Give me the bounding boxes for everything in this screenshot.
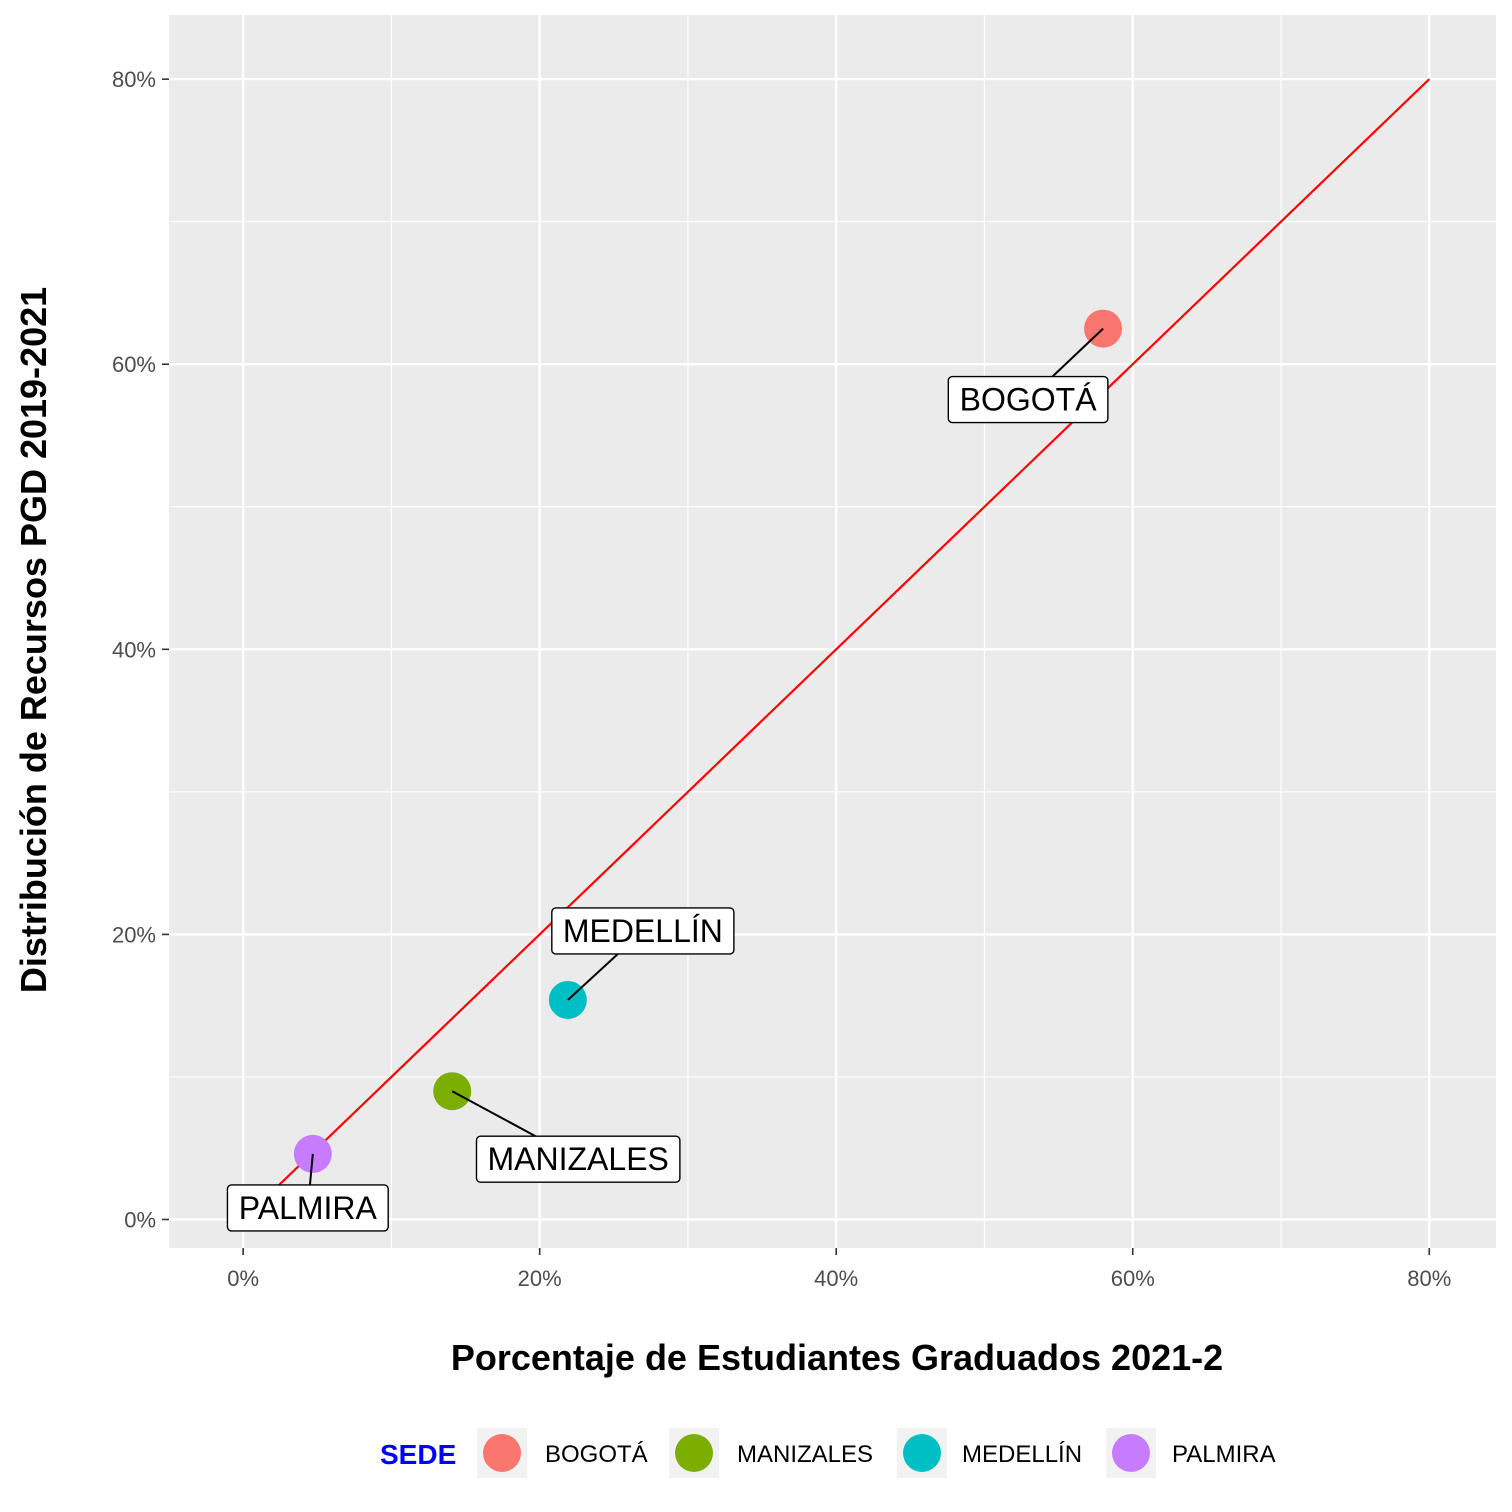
label-leader-line (451, 1090, 537, 1138)
legend-label: BOGOTÁ (545, 1441, 648, 1468)
legend-label: MEDELLÍN (962, 1441, 1082, 1468)
y-axis-title: Distribución de Recursos PGD 2019-2021 (13, 287, 54, 993)
grid-major (169, 15, 1496, 1248)
point-label-box (475, 1135, 681, 1183)
x-tick-label: 20% (518, 1266, 562, 1291)
point-label-group: BOGOTÁ (947, 375, 1109, 424)
point-label-box (947, 375, 1109, 424)
legend-key-swatch (1112, 1434, 1150, 1472)
legend-label: MANIZALES (737, 1441, 873, 1468)
legend-key-swatch (675, 1434, 713, 1472)
point-label: MEDELLÍN (563, 913, 723, 949)
reference-line-layer (274, 78, 1431, 1189)
label-leader-line (567, 953, 619, 1001)
point-label-group: MEDELLÍN (551, 907, 735, 955)
point-label-box (226, 1184, 389, 1232)
label-leader-line (308, 1153, 314, 1186)
point-label: BOGOTÁ (960, 382, 1098, 418)
y-tick-label: 80% (112, 67, 156, 92)
point-labels-layer: BOGOTÁ MANIZALES MEDELLÍN PALMIRA (226, 327, 1109, 1232)
x-tick-label: 60% (1111, 1266, 1155, 1291)
legend-label: PALMIRA (1172, 1441, 1276, 1468)
label-leader-line (1051, 327, 1104, 378)
point-label-box (551, 907, 735, 955)
legend-key-swatch (483, 1434, 521, 1472)
axis-ticks: 0% 20% 40% 60% 80% 0% 20% 40% 60% 80% (112, 67, 1451, 1291)
x-tick-label: 0% (227, 1266, 259, 1291)
y-tick-label: 60% (112, 352, 156, 377)
y-tick-label: 0% (124, 1207, 156, 1232)
y-tick-label: 40% (112, 637, 156, 662)
legend-key-swatch (903, 1434, 941, 1472)
x-tick-label: 40% (814, 1266, 858, 1291)
legend-title: SEDE (380, 1439, 456, 1470)
point-label-group: MANIZALES (475, 1135, 681, 1183)
x-axis-title: Porcentaje de Estudiantes Graduados 2021… (451, 1337, 1223, 1378)
x-tick-label: 80% (1407, 1266, 1451, 1291)
point-label-group: PALMIRA (226, 1184, 389, 1232)
point-label: PALMIRA (239, 1190, 378, 1226)
legend: SEDE BOGOTÁ MANIZALES MEDELLÍN PALMIRA (380, 1428, 1276, 1478)
reference-line (274, 78, 1431, 1189)
y-tick-label: 20% (112, 922, 156, 947)
plot-panel (169, 15, 1496, 1248)
point-label: MANIZALES (488, 1141, 669, 1177)
